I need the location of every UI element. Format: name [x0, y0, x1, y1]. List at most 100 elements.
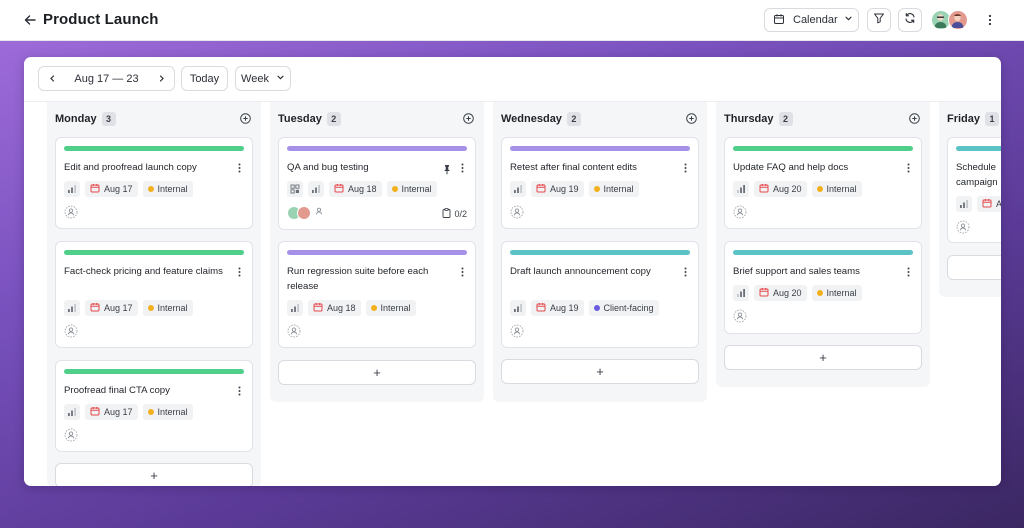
priority-bars-icon[interactable]: [64, 181, 80, 197]
add-card-button[interactable]: [947, 255, 1001, 280]
card-title: Retest after final content edits: [510, 162, 637, 173]
filter-button[interactable]: [867, 8, 891, 32]
task-card[interactable]: Update FAQ and help docs Aug 20 Internal: [724, 137, 922, 229]
chevron-left-icon[interactable]: [39, 67, 65, 90]
tag-dot: [370, 305, 377, 311]
task-card[interactable]: Draft launch announcement copy Aug 19 Cl…: [501, 241, 699, 348]
priority-bars-icon[interactable]: [733, 285, 749, 301]
more-vertical-icon[interactable]: [234, 385, 244, 397]
more-vertical-icon[interactable]: [234, 266, 244, 278]
qr-grid-icon[interactable]: [287, 181, 303, 197]
avatar[interactable]: [948, 10, 968, 30]
tag-pill[interactable]: Internal: [811, 181, 862, 197]
tag-pill[interactable]: Internal: [365, 300, 416, 316]
due-date-pill[interactable]: Aug 18: [308, 300, 361, 316]
pin-icon[interactable]: [442, 162, 452, 175]
card-color-bar: [287, 146, 467, 151]
period-select[interactable]: Week: [235, 66, 291, 91]
tag-pill[interactable]: Client-facing: [588, 300, 659, 316]
column-day-name: Friday: [947, 113, 981, 125]
due-date-pill[interactable]: Aug 18: [329, 181, 382, 197]
task-card[interactable]: Schedule campaign A: [947, 137, 1001, 243]
card-meta: A: [956, 196, 1001, 212]
card-assignees[interactable]: [287, 205, 325, 221]
add-card-button[interactable]: +: [55, 463, 253, 486]
due-date-pill[interactable]: Aug 17: [85, 300, 138, 316]
more-vertical-icon[interactable]: [903, 266, 913, 278]
add-circle-icon[interactable]: [462, 112, 475, 125]
task-card[interactable]: QA and bug testing Aug 18 Internal 0/2: [278, 137, 476, 230]
tag-pill[interactable]: Internal: [811, 285, 862, 301]
avatar[interactable]: [297, 206, 311, 220]
add-assignee-icon[interactable]: [733, 309, 747, 323]
priority-bars-icon[interactable]: [956, 196, 972, 212]
card-meta: Aug 17 Internal: [64, 181, 193, 197]
more-vertical-icon[interactable]: [457, 266, 467, 278]
card-title: QA and bug testing: [287, 162, 369, 173]
calendar-icon: [773, 13, 785, 28]
more-vertical-icon[interactable]: [983, 11, 997, 29]
task-card[interactable]: Retest after final content edits Aug 19 …: [501, 137, 699, 229]
add-card-button[interactable]: +: [724, 345, 922, 370]
add-assignee-icon[interactable]: [64, 205, 78, 219]
due-date-pill[interactable]: Aug 20: [754, 285, 807, 301]
priority-bars-icon[interactable]: [287, 300, 303, 316]
add-card-button[interactable]: +: [501, 359, 699, 384]
due-date-pill[interactable]: Aug 20: [754, 181, 807, 197]
task-card[interactable]: Edit and proofread launch copy Aug 17 In…: [55, 137, 253, 229]
tag-pill[interactable]: Internal: [142, 300, 193, 316]
tag-dot: [593, 186, 600, 192]
add-circle-icon[interactable]: [685, 112, 698, 125]
more-vertical-icon[interactable]: [234, 162, 244, 174]
view-select[interactable]: Calendar: [764, 8, 859, 32]
tag-pill[interactable]: Internal: [386, 181, 437, 197]
tag-pill[interactable]: Internal: [588, 181, 639, 197]
add-assignee-icon[interactable]: [64, 428, 78, 442]
add-card-button[interactable]: +: [278, 360, 476, 385]
refresh-button[interactable]: [898, 8, 922, 32]
tag-dot: [816, 290, 823, 296]
add-assignee-icon[interactable]: [733, 205, 747, 219]
due-date-pill[interactable]: A: [977, 196, 1001, 212]
add-assignee-icon[interactable]: [510, 205, 524, 219]
task-card[interactable]: Brief support and sales teams Aug 20 Int…: [724, 241, 922, 334]
tag-dot: [391, 186, 398, 192]
day-column-wednesday: Wednesday 2 Retest after final content e…: [493, 102, 707, 402]
card-title: Fact-check pricing and feature claims: [64, 266, 223, 277]
today-button[interactable]: Today: [181, 66, 228, 91]
add-circle-icon[interactable]: [239, 112, 252, 125]
more-vertical-icon[interactable]: [903, 162, 913, 174]
task-card[interactable]: Fact-check pricing and feature claims Au…: [55, 241, 253, 348]
task-card[interactable]: Run regression suite before each release…: [278, 241, 476, 348]
due-date-pill[interactable]: Aug 19: [531, 300, 584, 316]
add-assignee-icon[interactable]: [287, 324, 301, 338]
more-vertical-icon[interactable]: [680, 162, 690, 174]
due-date-pill[interactable]: Aug 17: [85, 181, 138, 197]
priority-bars-icon[interactable]: [64, 300, 80, 316]
add-assignee-icon[interactable]: [64, 324, 78, 338]
tag-text: Internal: [380, 303, 411, 313]
add-assignee-icon[interactable]: [313, 204, 325, 222]
add-assignee-icon[interactable]: [510, 324, 524, 338]
more-vertical-icon[interactable]: [457, 162, 467, 174]
checklist-progress[interactable]: 0/2: [442, 208, 467, 220]
date-range-label: Aug 17 — 23: [74, 72, 139, 85]
priority-bars-icon[interactable]: [733, 181, 749, 197]
back-arrow-icon[interactable]: [20, 10, 40, 30]
priority-bars-icon[interactable]: [510, 300, 526, 316]
priority-bars-icon[interactable]: [308, 181, 324, 197]
tag-pill[interactable]: Internal: [142, 181, 193, 197]
due-date-pill[interactable]: Aug 19: [531, 181, 584, 197]
priority-bars-icon[interactable]: [510, 181, 526, 197]
add-circle-icon[interactable]: [908, 112, 921, 125]
chevron-right-icon[interactable]: [148, 67, 174, 90]
tag-pill[interactable]: Internal: [142, 404, 193, 420]
due-date-pill[interactable]: Aug 17: [85, 404, 138, 420]
add-assignee-icon[interactable]: [956, 220, 970, 234]
priority-bars-icon[interactable]: [64, 404, 80, 420]
more-vertical-icon[interactable]: [680, 266, 690, 278]
card-color-bar: [287, 250, 467, 255]
task-card[interactable]: Proofread final CTA copy Aug 17 Internal: [55, 360, 253, 452]
refresh-icon: [904, 11, 916, 29]
collaborator-avatars[interactable]: [931, 10, 971, 31]
